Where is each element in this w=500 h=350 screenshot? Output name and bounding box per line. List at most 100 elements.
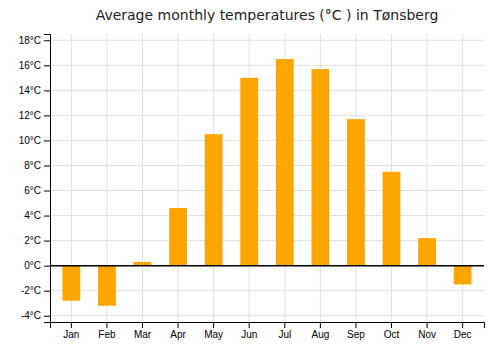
x-tick-mark — [355, 322, 356, 328]
x-tick: Mar — [134, 322, 152, 340]
y-axis-line — [44, 35, 51, 323]
x-tick: Sep — [347, 322, 365, 340]
y-tick: 2°C — [24, 235, 50, 246]
x-tick: Jul — [278, 322, 291, 340]
grid-line-x — [427, 34, 428, 322]
x-tick: Feb — [98, 322, 116, 340]
y-tick: 10°C — [19, 135, 50, 146]
y-tick-label: 0°C — [24, 260, 41, 271]
y-tick-label: 10°C — [19, 135, 41, 146]
x-axis: Jan Feb Mar Apr May Jun Jul Aug Sep Oct Nov Dec — [51, 322, 485, 340]
grid-line-x — [178, 34, 179, 322]
x-tick-mark — [71, 322, 72, 328]
y-tick-mark — [44, 165, 50, 166]
x-tick-label: Sep — [347, 329, 365, 340]
grid-line-y — [50, 190, 484, 191]
x-tick-mark — [106, 322, 107, 328]
grid-line-x — [142, 34, 143, 322]
bar — [276, 59, 294, 266]
y-tick-label: 12°C — [19, 110, 41, 121]
y-tick: 8°C — [24, 160, 50, 171]
y-tick-mark — [44, 90, 50, 91]
grid-line-y — [50, 215, 484, 216]
x-tick-label: Jul — [278, 329, 291, 340]
bar — [205, 134, 223, 265]
x-tick-mark — [249, 322, 250, 328]
chart: -4°C -2°C 0°C 2°C 4°C 6°C 8°C 10°C 12°C 14°C 16°C 1… — [0, 0, 500, 350]
x-tick-label: Feb — [98, 329, 116, 340]
x-axis-line — [51, 323, 485, 329]
x-tick-label: Nov — [418, 329, 436, 340]
grid-line-y — [50, 315, 484, 316]
y-tick-mark — [44, 216, 50, 217]
bar — [383, 172, 401, 266]
y-tick: -2°C — [21, 285, 50, 296]
x-tick-label: Oct — [384, 329, 400, 340]
x-tick: Aug — [311, 322, 329, 340]
x-tick: Jan — [63, 322, 79, 340]
y-tick-label: 14°C — [19, 85, 41, 96]
x-tick-mark — [427, 322, 428, 328]
x-tick-mark — [462, 322, 463, 328]
y-tick-mark — [44, 140, 50, 141]
bar — [240, 78, 258, 266]
y-tick-label: 18°C — [19, 35, 41, 46]
y-tick-label: 8°C — [24, 160, 41, 171]
y-tick: 16°C — [19, 60, 50, 71]
grid-line-y — [50, 40, 484, 41]
bar — [454, 266, 472, 285]
x-tick-mark — [284, 322, 285, 328]
grid-line-y — [50, 165, 484, 166]
y-axis: -4°C -2°C 0°C 2°C 4°C 6°C 8°C 10°C 12°C 14°C 16°C 1… — [19, 35, 51, 323]
x-tick-label: Apr — [170, 329, 186, 340]
x-tick-mark — [178, 322, 179, 328]
x-tick-mark — [320, 322, 321, 328]
y-tick-label: 2°C — [24, 235, 41, 246]
y-tick-label: 6°C — [24, 185, 41, 196]
grid-line-y — [50, 65, 484, 66]
bar — [98, 266, 116, 306]
y-tick-mark — [44, 291, 50, 292]
zero-line — [50, 265, 484, 267]
y-tick: 6°C — [24, 185, 50, 196]
y-tick: 0°C — [24, 260, 50, 271]
y-tick-mark — [44, 316, 50, 317]
x-tick-label: May — [204, 329, 223, 340]
x-tick-mark — [391, 322, 392, 328]
y-tick: 12°C — [19, 110, 50, 121]
x-tick-mark — [213, 322, 214, 328]
grid — [50, 34, 484, 322]
y-tick-mark — [44, 115, 50, 116]
x-tick-label: Jan — [63, 329, 79, 340]
x-tick-label: Jun — [241, 329, 257, 340]
x-tick-mark — [142, 322, 143, 328]
y-tick: -4°C — [21, 310, 50, 321]
bars — [50, 59, 484, 306]
y-tick-mark — [44, 266, 50, 267]
bar — [62, 266, 80, 301]
y-tick-mark — [44, 40, 50, 41]
x-tick-label: Dec — [454, 329, 472, 340]
y-tick: 14°C — [19, 85, 50, 96]
y-tick-mark — [44, 191, 50, 192]
grid-line-y — [50, 265, 484, 266]
bar — [311, 69, 329, 266]
x-tick: Oct — [384, 322, 400, 340]
x-tick: Apr — [170, 322, 186, 340]
bar — [418, 238, 436, 266]
y-tick-mark — [44, 65, 50, 66]
x-tick: Jun — [241, 322, 257, 340]
y-tick-label: -2°C — [21, 285, 41, 296]
x-tick: May — [204, 322, 223, 340]
bar — [347, 119, 365, 266]
y-tick-label: 4°C — [24, 210, 41, 221]
bar — [169, 208, 187, 266]
x-tick-label: Mar — [134, 329, 152, 340]
x-tick: Nov — [418, 322, 436, 340]
plot: -4°C -2°C 0°C 2°C 4°C 6°C 8°C 10°C 12°C 14°C 16°C 1… — [19, 34, 485, 340]
x-tick-label: Aug — [311, 329, 329, 340]
title: Average monthly temperatures (°C ) in Tø… — [96, 7, 439, 23]
grid-line-y — [50, 115, 484, 116]
y-tick-mark — [44, 241, 50, 242]
x-tick: Dec — [454, 322, 472, 340]
